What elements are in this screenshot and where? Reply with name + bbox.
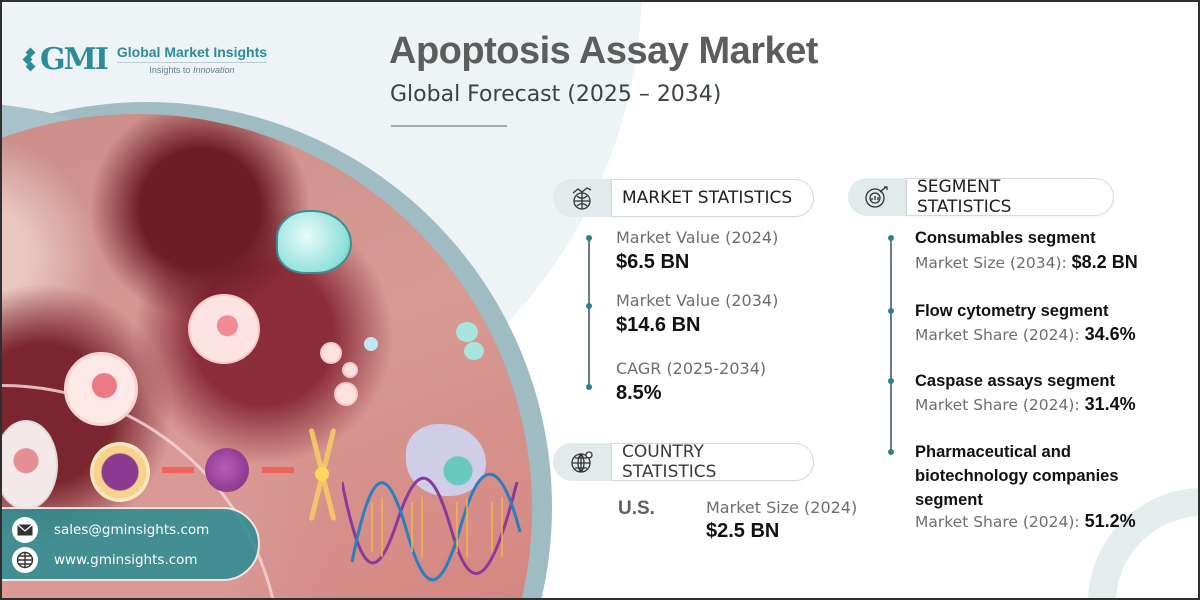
segment-flow-cytometry: Flow cytometry segment [915, 302, 1109, 320]
globe-icon [12, 547, 38, 573]
timeline-dot [586, 303, 592, 309]
logo-mark: GMI [40, 42, 109, 77]
segment-pharma-biotech: Pharmaceutical and biotechnology compani… [915, 443, 1119, 509]
contact-panel: sales@gminsights.com www.gminsights.com [2, 507, 260, 581]
country-name: U.S. [618, 498, 655, 519]
segment-caspase-assays-metric: Market Share (2024): 31.4% [915, 394, 1136, 414]
market-statistics-header: MARKET STATISTICS [553, 179, 814, 217]
pie-target-icon [848, 178, 906, 216]
timeline-dot [586, 235, 592, 241]
title-divider [391, 125, 507, 127]
cell-left-icon [2, 420, 58, 510]
segment-statistics-title: SEGMENT STATISTICS [906, 177, 1114, 217]
website-link[interactable]: www.gminsights.com [12, 547, 198, 573]
website-text: www.gminsights.com [54, 552, 198, 568]
market-value-2034: $14.6 BN [616, 314, 701, 336]
cagr-label: CAGR (2025-2034) [616, 359, 767, 378]
segment-timeline [890, 238, 892, 452]
apoptotic-body-icon [342, 362, 358, 378]
country-market-size: $2.5 BN [706, 520, 780, 542]
segment-statistics-header: SEGMENT STATISTICS [848, 177, 1114, 217]
segment-consumables-metric: Market Size (2034): $8.2 BN [915, 252, 1138, 272]
email-link[interactable]: sales@gminsights.com [12, 517, 209, 543]
cell-teal-icon [276, 210, 352, 274]
timeline-dot [888, 449, 894, 455]
cagr-value: 8.5% [616, 382, 662, 404]
gmi-logo[interactable]: GMI Global Market Insights Insights to I… [22, 42, 268, 77]
logo-tagline: Insights to Innovation [149, 65, 235, 75]
market-timeline [588, 238, 590, 386]
logo-diamonds-icon [22, 47, 36, 71]
market-value-2024-label: Market Value (2024) [616, 228, 779, 247]
segment-consumables: Consumables segment [915, 229, 1096, 247]
page-subtitle: Global Forecast (2025 – 2034) [390, 82, 722, 107]
market-value-2024: $6.5 BN [616, 251, 690, 273]
segment-caspase-assays: Caspase assays segment [915, 372, 1115, 390]
arrow-icon [162, 467, 194, 473]
page-title: Apoptosis Assay Market [389, 30, 818, 72]
globe-pin-icon [553, 443, 611, 481]
timeline-dot [888, 235, 894, 241]
apoptotic-body-icon [364, 337, 378, 351]
apoptotic-body-icon [334, 382, 358, 406]
country-statistics-title: COUNTRY STATISTICS [611, 442, 814, 482]
cell-purple-icon [205, 448, 249, 492]
cell-mitosis-icon [90, 442, 150, 502]
arrow-icon [262, 467, 294, 473]
market-value-2034-label: Market Value (2034) [616, 291, 779, 310]
timeline-dot [888, 308, 894, 314]
logo-name: Global Market Insights [116, 44, 268, 63]
globe-chart-icon [553, 179, 611, 217]
teal-fragment-icon [464, 342, 484, 360]
apoptotic-body-icon [320, 342, 342, 364]
timeline-dot [586, 384, 592, 390]
market-statistics-title: MARKET STATISTICS [611, 179, 814, 217]
dna-helix-icon [340, 472, 522, 582]
chromosome-icon [307, 427, 337, 522]
segment-pharma-biotech-metric: Market Share (2024): 51.2% [915, 511, 1136, 531]
envelope-icon [12, 517, 38, 543]
country-market-size-label: Market Size (2024) [706, 498, 858, 517]
cell-normal-icon [64, 352, 138, 426]
segment-flow-cytometry-metric: Market Share (2024): 34.6% [915, 324, 1136, 344]
teal-fragment-icon [456, 322, 478, 342]
cell-blebbing-icon [188, 294, 260, 364]
email-text: sales@gminsights.com [54, 522, 210, 538]
phagocyte-icon [406, 424, 486, 496]
country-statistics-header: COUNTRY STATISTICS [553, 442, 814, 482]
timeline-dot [888, 378, 894, 384]
